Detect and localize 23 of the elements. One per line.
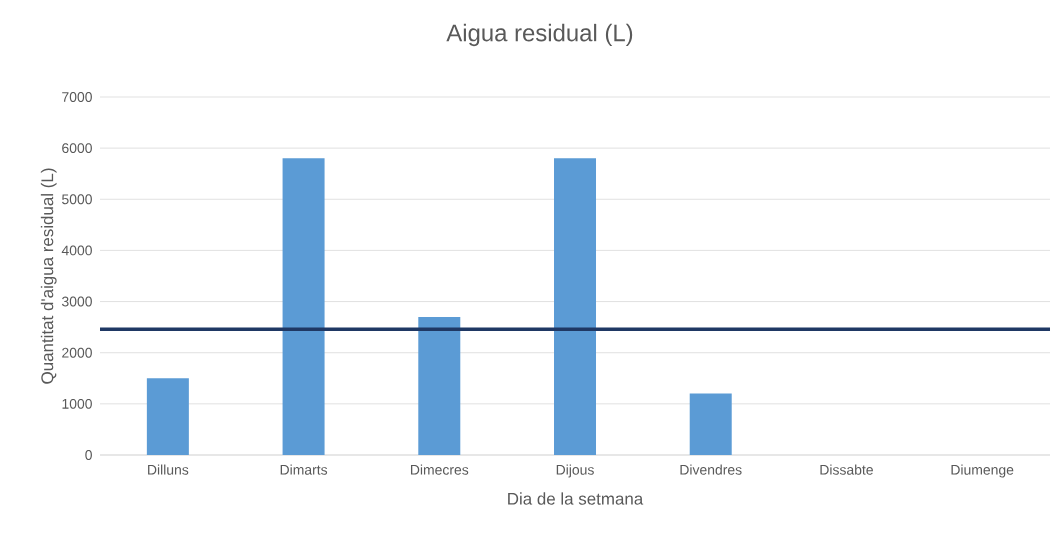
bar: [554, 158, 597, 455]
y-tick-label: 2000: [62, 347, 92, 358]
y-tick-label: 5000: [62, 194, 92, 205]
y-tick-label: 7000: [62, 92, 92, 102]
x-axis-title: Dia de la setmana: [508, 492, 644, 505]
y-tick-label: 0: [85, 450, 92, 460]
x-tick-label: Dimarts: [280, 464, 328, 475]
y-tick-label: 4000: [61, 245, 92, 256]
chart-title: Aigua residual (L): [446, 23, 633, 47]
bar: [689, 393, 732, 455]
bar: [146, 378, 189, 455]
x-tick-label: Dissabte: [820, 464, 873, 475]
x-tick-label: Diumenge: [951, 464, 1014, 478]
y-tick-label: 3000: [61, 296, 92, 307]
y-tick-label: 1000: [62, 398, 92, 409]
x-tick-label: Dilluns: [148, 464, 189, 475]
y-axis-title: Quantitat d'aigua residual (L): [40, 168, 57, 384]
y-tick-label: 6000: [62, 143, 92, 154]
bar: [282, 158, 325, 455]
x-tick-label: Dijous: [556, 464, 594, 478]
x-tick-label: Dimecres: [410, 464, 469, 475]
x-tick-label: Divendres: [680, 464, 742, 475]
bar: [418, 316, 461, 455]
